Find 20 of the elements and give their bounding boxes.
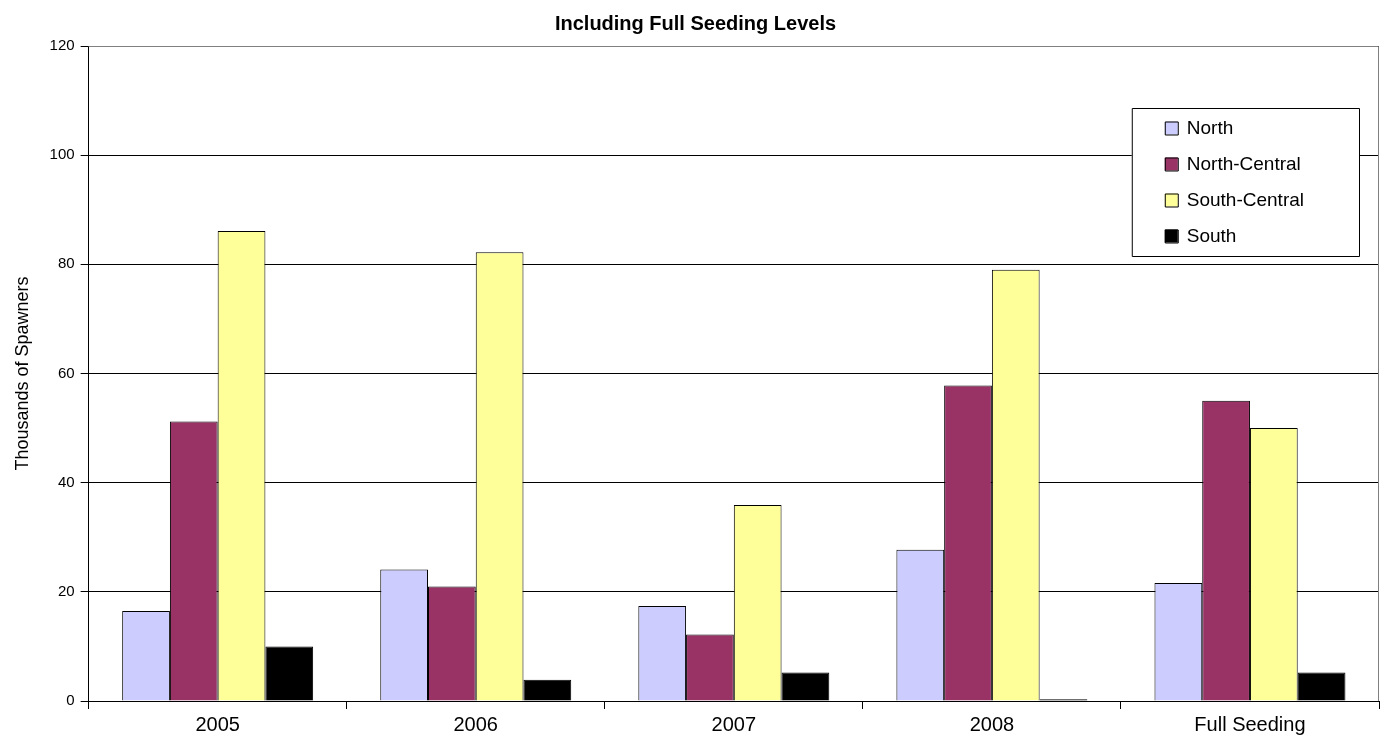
legend-label: South <box>1186 225 1237 247</box>
y-tick-label: 20 <box>57 581 75 599</box>
bar <box>781 672 830 701</box>
legend-label: North <box>1186 117 1234 139</box>
y-tick-label: 40 <box>57 472 75 490</box>
legend-label: North-Central <box>1186 153 1301 175</box>
y-axis-title: Thousands of Spawners <box>11 276 32 471</box>
y-tick-label: 60 <box>57 363 75 381</box>
x-tick-label: Full Seeding <box>1194 712 1306 735</box>
x-tick-label: 2006 <box>453 712 498 735</box>
x-tick-label: 2008 <box>969 712 1015 735</box>
x-tick-label: 2007 <box>711 712 757 735</box>
y-tick-label: 0 <box>66 691 75 709</box>
y-tick-label: 80 <box>57 254 75 272</box>
y-tick-label: 120 <box>49 36 75 54</box>
chart-title: Including Full Seeding Levels <box>554 11 837 34</box>
y-tick-label: 100 <box>49 145 75 163</box>
legend-label: South-Central <box>1186 189 1305 211</box>
x-tick-label: 2005 <box>195 712 240 735</box>
bar <box>1297 672 1346 701</box>
